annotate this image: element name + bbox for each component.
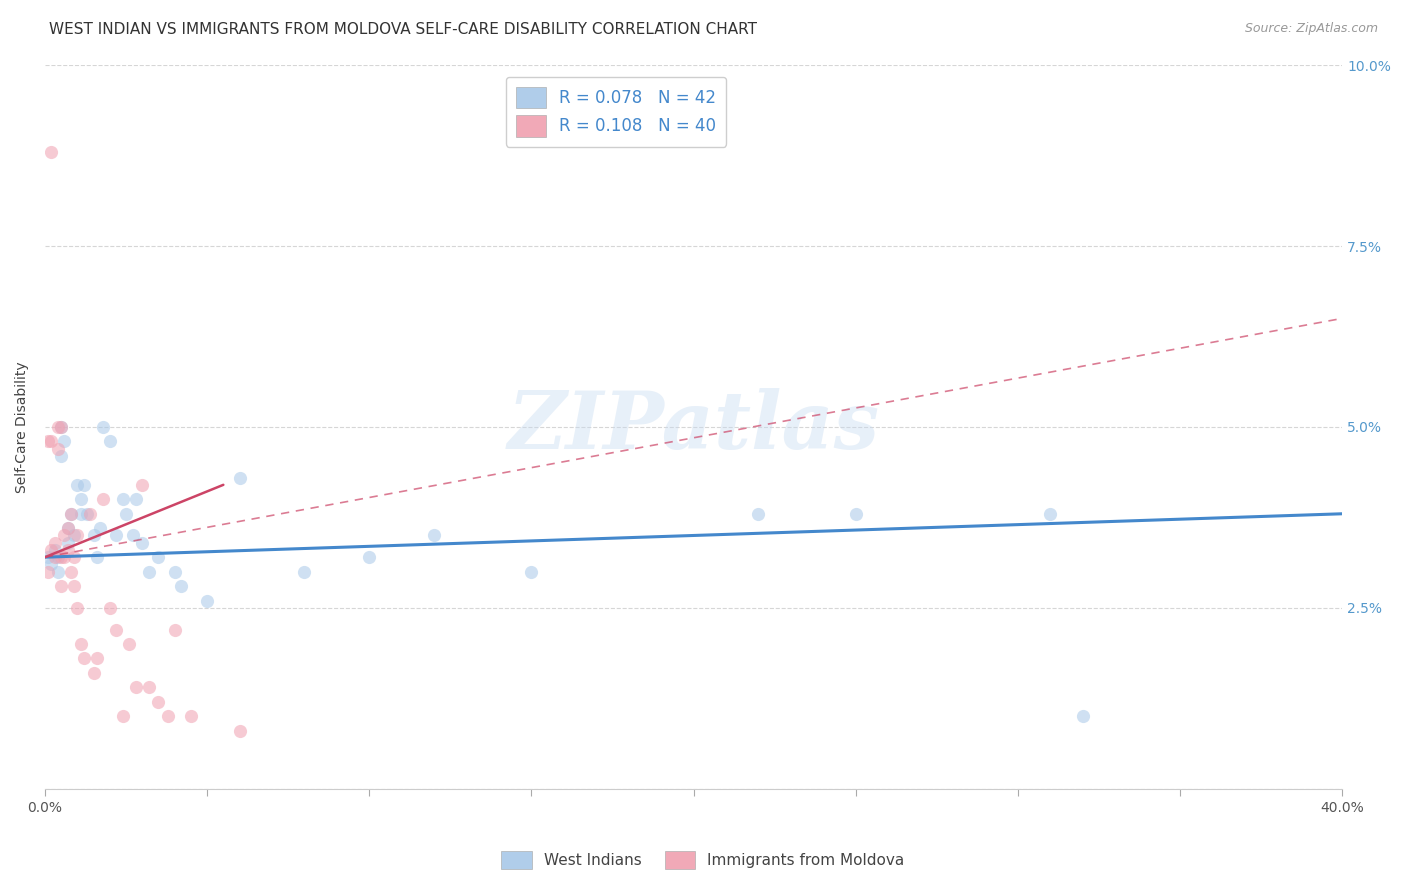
Point: [105, 528, 128, 542]
Point: [56, 535, 79, 549]
Point: [51, 579, 73, 593]
Point: [73, 651, 96, 665]
Point: [1039, 507, 1062, 521]
Point: [41, 543, 63, 558]
Point: [98, 600, 121, 615]
Point: [86, 550, 108, 565]
Point: [56, 521, 79, 535]
Point: [66, 478, 89, 492]
Point: [148, 550, 170, 565]
Legend: West Indians, Immigrants from Moldova: West Indians, Immigrants from Moldova: [495, 845, 911, 875]
Point: [423, 528, 446, 542]
Point: [56, 543, 79, 558]
Point: [125, 492, 148, 507]
Point: [138, 681, 160, 695]
Point: [83, 665, 105, 680]
Point: [105, 623, 128, 637]
Point: [59, 507, 82, 521]
Point: [41, 434, 63, 449]
Point: [86, 651, 108, 665]
Text: WEST INDIAN VS IMMIGRANTS FROM MOLDOVA SELF-CARE DISABILITY CORRELATION CHART: WEST INDIAN VS IMMIGRANTS FROM MOLDOVA S…: [49, 22, 758, 37]
Point: [69, 492, 91, 507]
Point: [51, 420, 73, 434]
Point: [1071, 709, 1094, 723]
Point: [747, 507, 769, 521]
Point: [359, 550, 381, 565]
Point: [195, 593, 218, 607]
Point: [163, 623, 186, 637]
Point: [37, 550, 59, 565]
Point: [131, 478, 153, 492]
Point: [51, 550, 73, 565]
Point: [228, 470, 250, 484]
Point: [46, 550, 69, 565]
Point: [41, 145, 63, 159]
Point: [51, 420, 73, 434]
Point: [125, 681, 148, 695]
Point: [98, 434, 121, 449]
Text: Source: ZipAtlas.com: Source: ZipAtlas.com: [1244, 22, 1378, 36]
Point: [138, 565, 160, 579]
Point: [93, 420, 115, 434]
Point: [76, 507, 98, 521]
Point: [46, 420, 69, 434]
Point: [37, 565, 59, 579]
Point: [53, 528, 76, 542]
Point: [170, 579, 193, 593]
Point: [93, 492, 115, 507]
Text: ZIPatlas: ZIPatlas: [508, 388, 880, 466]
Point: [53, 434, 76, 449]
Point: [121, 528, 143, 542]
Point: [63, 528, 86, 542]
Point: [59, 507, 82, 521]
Point: [56, 521, 79, 535]
Point: [163, 565, 186, 579]
Point: [63, 579, 86, 593]
Point: [79, 507, 101, 521]
Point: [111, 492, 134, 507]
Point: [63, 550, 86, 565]
Point: [131, 535, 153, 549]
Point: [46, 565, 69, 579]
Point: [66, 600, 89, 615]
Point: [69, 637, 91, 651]
Point: [157, 709, 180, 723]
Point: [69, 507, 91, 521]
Point: [83, 528, 105, 542]
Point: [845, 507, 868, 521]
Point: [44, 550, 66, 565]
Point: [66, 528, 89, 542]
Point: [46, 442, 69, 456]
Point: [41, 558, 63, 572]
Point: [89, 521, 111, 535]
Point: [520, 565, 543, 579]
Y-axis label: Self-Care Disability: Self-Care Disability: [15, 361, 30, 492]
Point: [228, 723, 250, 738]
Point: [37, 434, 59, 449]
Point: [44, 543, 66, 558]
Point: [59, 565, 82, 579]
Point: [148, 695, 170, 709]
Point: [51, 449, 73, 463]
Point: [115, 507, 138, 521]
Point: [118, 637, 141, 651]
Point: [53, 550, 76, 565]
Point: [44, 535, 66, 549]
Point: [111, 709, 134, 723]
Point: [73, 478, 96, 492]
Point: [294, 565, 316, 579]
Legend: R = 0.078   N = 42, R = 0.108   N = 40: R = 0.078 N = 42, R = 0.108 N = 40: [506, 77, 725, 146]
Point: [180, 709, 202, 723]
